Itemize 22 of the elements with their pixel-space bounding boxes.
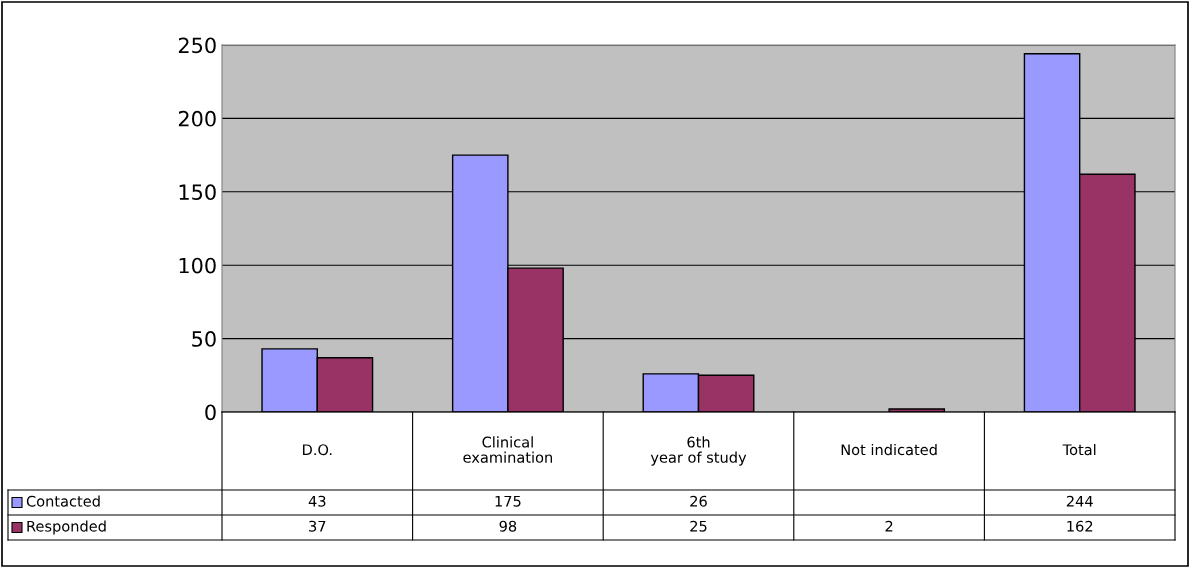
data-label: 26 bbox=[690, 495, 707, 507]
y-tick-label: 50 bbox=[192, 331, 216, 347]
y-tick-label: 250 bbox=[178, 37, 216, 54]
data-label: 25 bbox=[690, 520, 707, 532]
data-label: 2 bbox=[885, 520, 893, 532]
y-tick-label: 150 bbox=[179, 184, 216, 201]
x-tick-label: Total bbox=[1062, 443, 1096, 456]
data-label: 162 bbox=[1067, 520, 1093, 532]
y-tick-label: 200 bbox=[178, 110, 216, 127]
data-label: 175 bbox=[495, 495, 521, 507]
x-tick-label: Not indicated bbox=[841, 443, 937, 456]
data-label: 98 bbox=[499, 520, 517, 532]
x-tick-label: Clinical examination bbox=[463, 436, 552, 463]
x-tick-label: 6th year of study bbox=[650, 436, 747, 466]
data-label: 43 bbox=[308, 495, 326, 507]
data-label: 37 bbox=[309, 520, 326, 532]
legend-label: Responded bbox=[27, 520, 106, 535]
y-tick-label: 0 bbox=[205, 404, 216, 421]
data-label: 244 bbox=[1066, 495, 1093, 507]
y-tick-label: 100 bbox=[179, 257, 216, 274]
legend-label: Contacted bbox=[26, 495, 100, 507]
x-tick-label: D.O. bbox=[303, 444, 332, 456]
